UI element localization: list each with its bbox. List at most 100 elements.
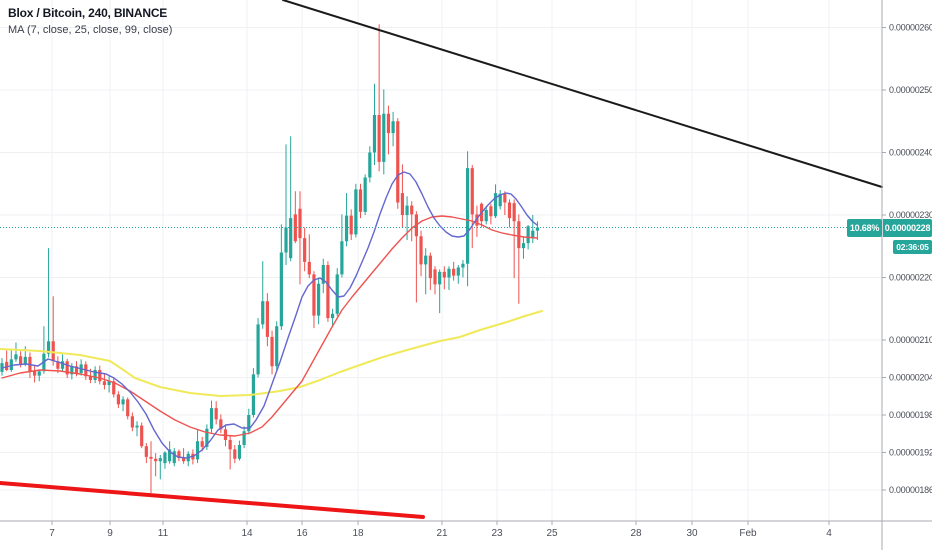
candle-body-down [177, 451, 181, 459]
price-tick-label[interactable]: 0.00000198 [889, 410, 932, 420]
candle-body-up [284, 227, 288, 253]
time-tick-label[interactable]: 14 [241, 528, 253, 539]
candle-body-down [298, 208, 302, 239]
candle-body-down [419, 236, 423, 265]
candle-body-down [88, 376, 93, 380]
price-tick-label[interactable]: 0.00000220 [889, 273, 932, 283]
descending-resistance-trendline[interactable] [282, 0, 883, 188]
candle-body-down [270, 336, 274, 367]
price-tick-label[interactable]: 0.00000210 [889, 335, 932, 345]
time-tick-label[interactable]: 11 [158, 528, 169, 539]
candle-body-up [321, 265, 325, 284]
price-tick-label[interactable]: 0.00000192 [889, 448, 932, 458]
candle-body-down [512, 203, 516, 222]
candle-body-up [158, 458, 162, 462]
price-change-percent-badge: 10.68% [847, 219, 882, 237]
candle-body-up [195, 441, 200, 460]
candle-body-up [405, 205, 409, 215]
price-tick-label[interactable]: 0.00000230 [889, 210, 932, 220]
candle-body-down [489, 206, 493, 217]
time-tick-label[interactable]: 16 [296, 528, 308, 539]
time-tick-label[interactable]: 18 [352, 528, 364, 539]
symbol-title[interactable]: Blox / Bitcoin, 240, BINANCE [8, 6, 168, 20]
indicator-label[interactable]: MA (7, close, 25, close, 99, close) [8, 24, 173, 36]
candle-body-up [340, 241, 344, 275]
price-tick-label[interactable]: 0.00000204 [889, 373, 932, 383]
candle-body-up [237, 445, 242, 459]
price-tick-label[interactable]: 0.00000250 [889, 85, 932, 95]
candle-body-down [65, 361, 69, 375]
candle-body-down [349, 215, 353, 235]
candle-body-down [265, 301, 269, 337]
candle-body-down [442, 271, 446, 278]
candle-body-down [433, 269, 437, 285]
candle-body-up [335, 274, 339, 314]
candle-body-down [154, 458, 158, 462]
candle-body-down [228, 440, 232, 450]
candle-body-up [521, 243, 526, 249]
candle-body-up [330, 313, 335, 319]
candle-body-down [233, 449, 237, 459]
candle-body-up [498, 193, 502, 207]
candle-body-up [531, 230, 535, 239]
time-tick-label[interactable]: 9 [107, 528, 113, 539]
time-tick-label[interactable]: 25 [546, 528, 558, 539]
candle-body-down [386, 113, 391, 134]
candle-body-up [317, 283, 321, 316]
candle-body-down [144, 446, 148, 457]
price-tick-label[interactable]: 0.00000240 [889, 148, 932, 158]
candle-body-up [484, 210, 488, 222]
time-tick-label[interactable]: 30 [686, 528, 698, 539]
candle-body-up [93, 370, 97, 380]
price-tick-label[interactable]: 0.00000260 [889, 23, 932, 33]
ma7-line[interactable] [1, 171, 538, 459]
candle-body-down [130, 416, 134, 428]
candle-body-up [391, 121, 395, 134]
candle-body-up [363, 177, 367, 212]
candle-body-up [279, 252, 283, 327]
candle-body-down [200, 441, 204, 447]
candle-body-up [526, 226, 530, 244]
candle-body-up [14, 354, 18, 360]
candle-body-up [424, 255, 428, 265]
time-tick-label[interactable]: 21 [436, 528, 448, 539]
candle-body-down [410, 205, 414, 215]
candle-body-up [37, 371, 41, 376]
candle-body-down [303, 238, 307, 262]
time-tick-label[interactable]: 7 [49, 528, 55, 539]
candle-body-up [121, 399, 125, 405]
candle-body-down [181, 458, 186, 462]
candle-body-up [372, 115, 377, 153]
candle-body-down [5, 361, 9, 370]
candle-body-down [312, 274, 316, 316]
candle-body-down [428, 255, 432, 279]
candle-body-down [102, 381, 107, 385]
candle-body-down [140, 425, 144, 447]
price-tick-label[interactable]: 0.00000186 [889, 485, 932, 495]
candle-body-up [466, 168, 470, 264]
candle-body-up [461, 263, 465, 268]
time-tick-label[interactable]: Feb [739, 528, 757, 539]
candle-body-down [396, 121, 400, 203]
candle-body-down [149, 456, 153, 459]
candle-body-down [116, 394, 120, 405]
ma25-line[interactable] [1, 215, 538, 437]
candle-body-up [256, 324, 260, 375]
time-tick-label[interactable]: 23 [491, 528, 503, 539]
support-trendline[interactable] [0, 481, 425, 519]
candle-body-down [32, 371, 37, 376]
candle-body-up [135, 425, 139, 428]
candle-body-down [400, 193, 405, 215]
candle-body-up [261, 301, 265, 325]
candle-body-down [293, 214, 297, 242]
time-tick-label[interactable]: 4 [826, 528, 832, 539]
candle-body-down [452, 268, 456, 276]
bar-countdown-timer: 02:36:05 [893, 240, 932, 254]
candle-body-up [344, 215, 349, 242]
time-tick-label[interactable]: 28 [630, 528, 642, 539]
ma99-line[interactable] [0, 310, 543, 397]
candle-body-down [56, 361, 60, 369]
